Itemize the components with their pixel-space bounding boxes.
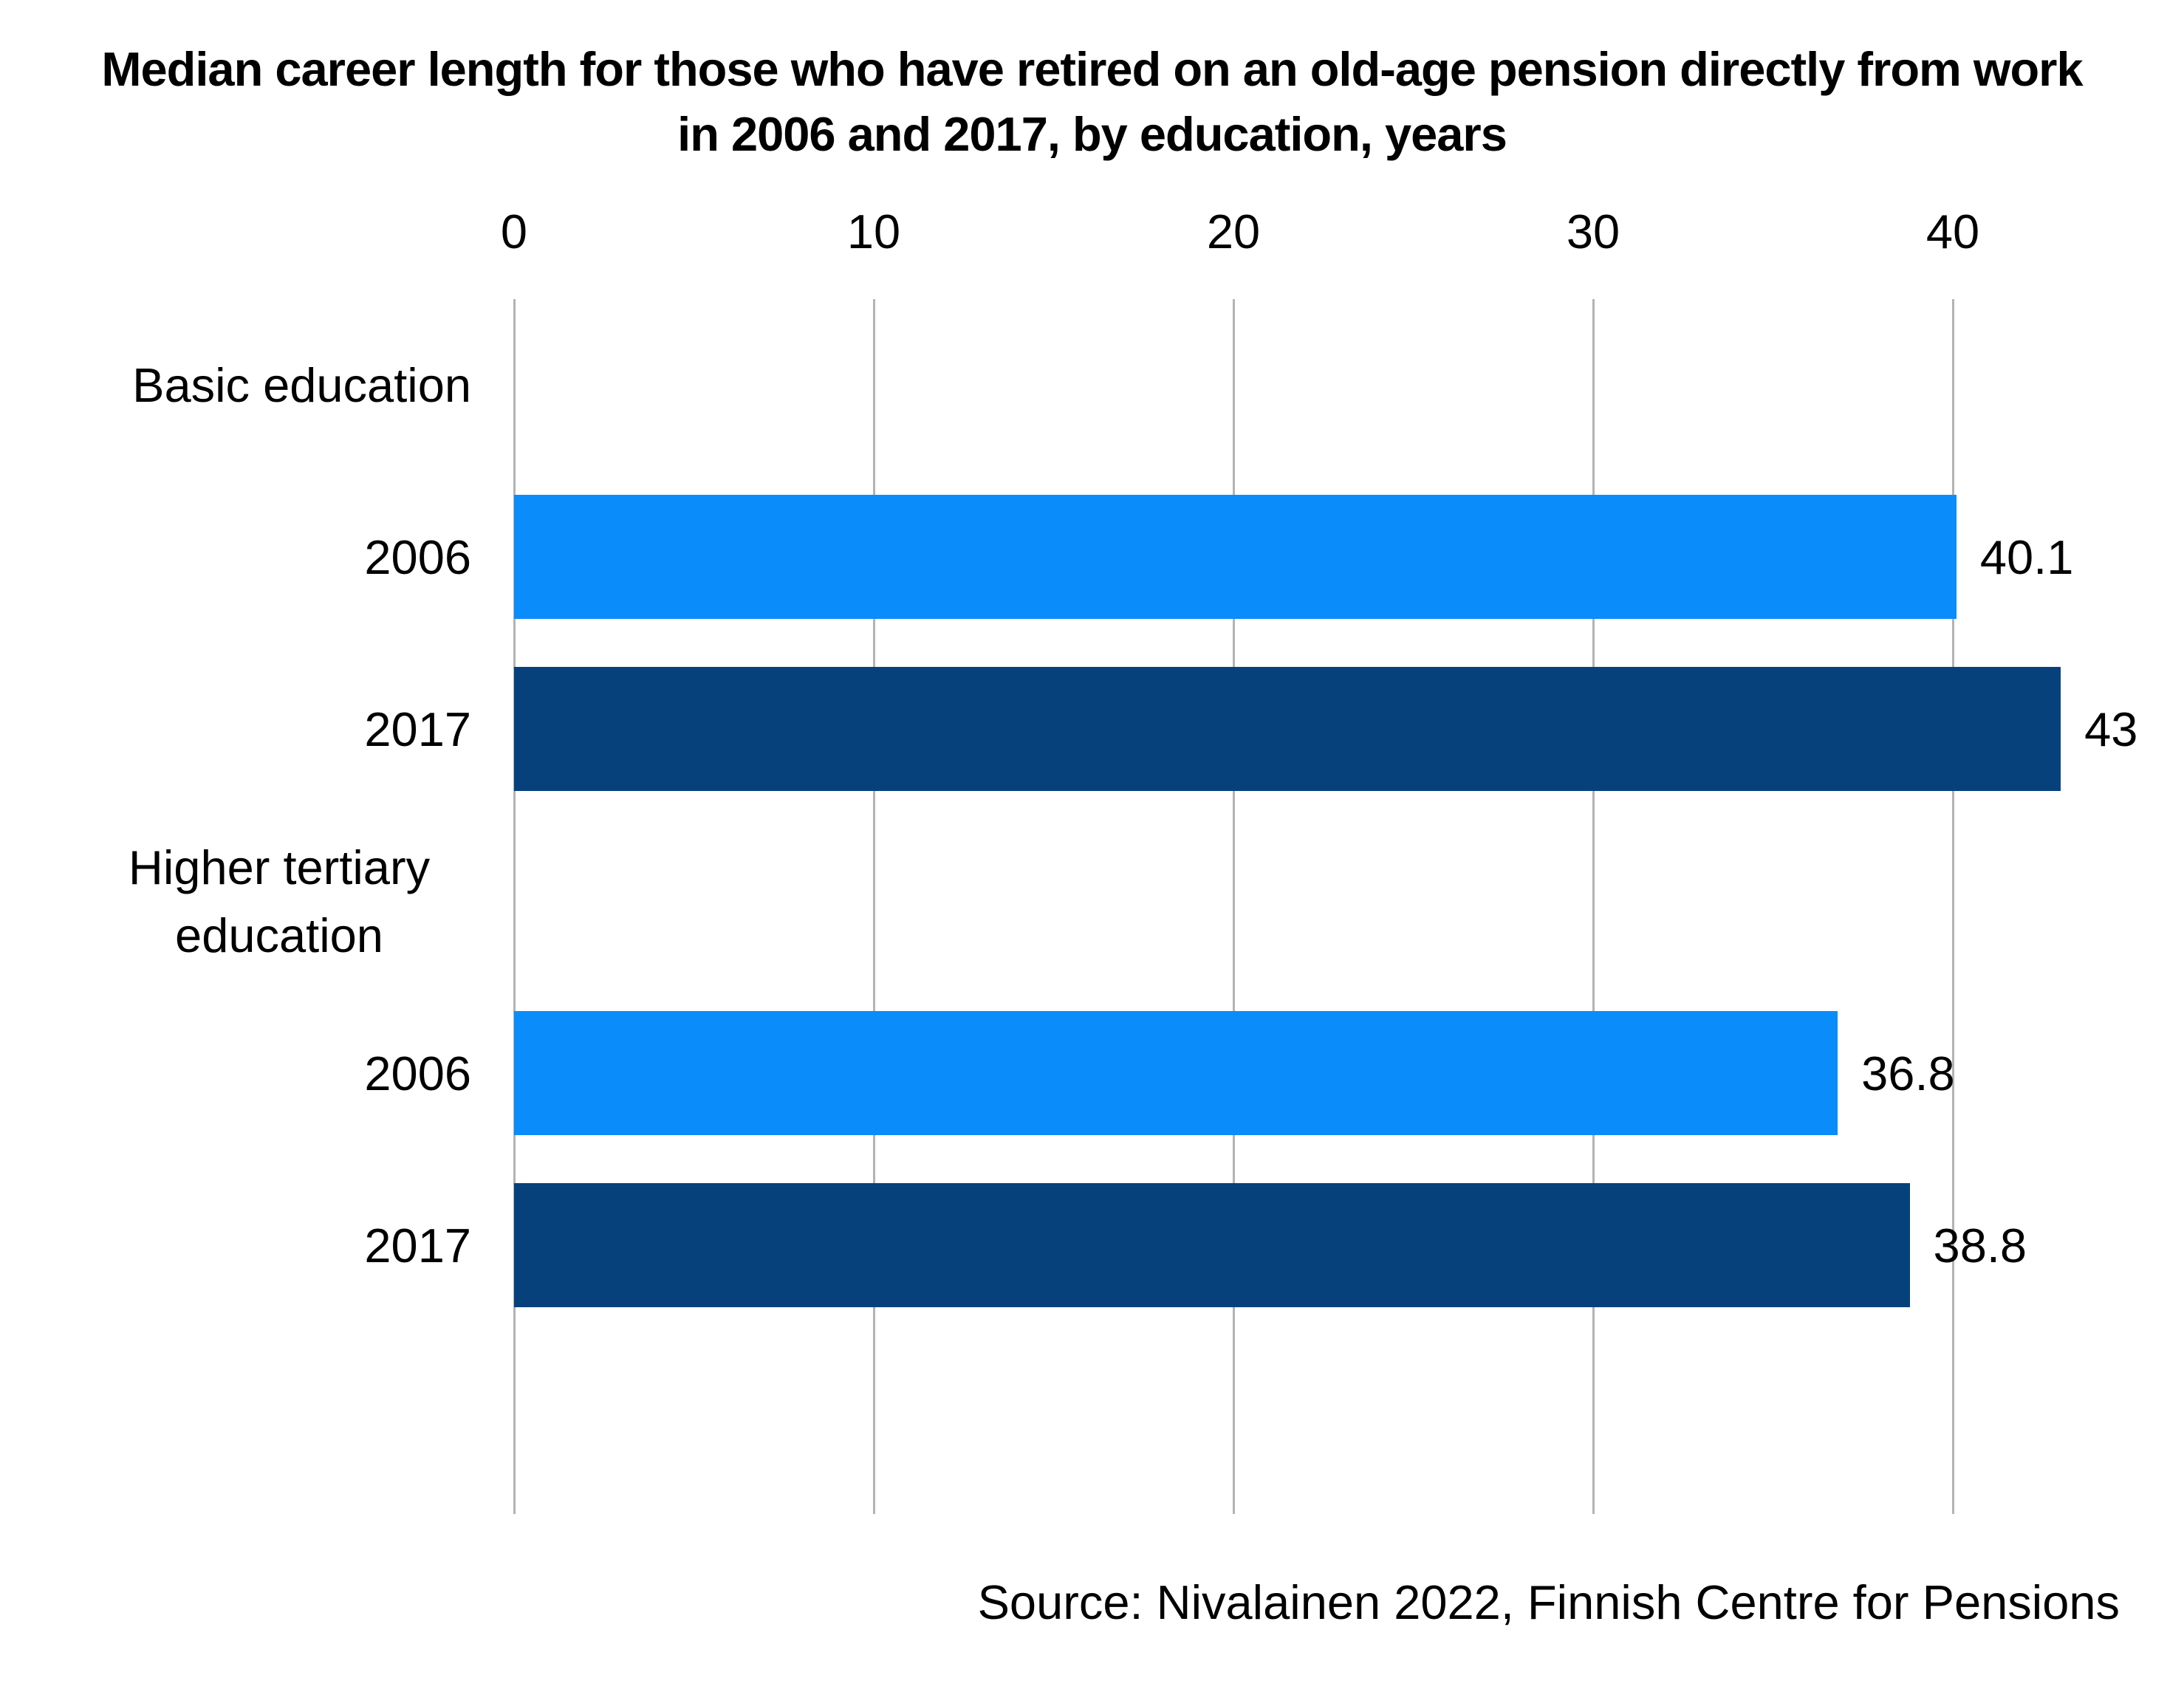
category-label: 2017 (0, 643, 471, 815)
category-label: 2006 (0, 987, 471, 1160)
category-label-text: 2017 (364, 1218, 471, 1273)
chart-title: Median career length for those who have … (0, 37, 2184, 167)
category-label-text: Higher tertiary education (128, 840, 431, 962)
chart-row: Basic education (0, 299, 2184, 471)
value-label: 40.1 (1979, 530, 2074, 584)
chart-row: 2017 43 (0, 643, 2184, 815)
x-tick-label-20: 20 (1206, 205, 1261, 258)
value-label: 38.8 (1933, 1219, 2027, 1273)
chart-row: 2006 40.1 (0, 471, 2184, 643)
category-label-text: Basic education (132, 357, 471, 412)
category-label: 2006 (0, 471, 471, 643)
category-label-text: 2006 (364, 530, 471, 584)
bar-2006 (514, 1011, 1838, 1135)
gridline-0 (513, 299, 516, 1514)
x-tick-label-10: 10 (846, 205, 901, 258)
category-label: Higher tertiary education (0, 815, 471, 987)
bar-2017 (514, 667, 2061, 791)
category-label: 2017 (0, 1160, 471, 1332)
x-tick-label-30: 30 (1566, 205, 1620, 258)
chart-row: 2006 36.8 (0, 987, 2184, 1160)
value-label: 36.8 (1861, 1047, 1955, 1100)
category-label-text: 2017 (364, 702, 471, 756)
bar-2017 (514, 1183, 1910, 1307)
value-label: 43 (2084, 702, 2138, 756)
gridline-30 (1592, 299, 1595, 1514)
gridline-40 (1951, 299, 1954, 1514)
x-tick-label-40: 40 (1925, 205, 1980, 258)
plot-area: Basic education 2006 40.1 2017 43 Higher… (0, 299, 2184, 1332)
gridline-20 (1232, 299, 1235, 1514)
bar-2006 (514, 495, 1957, 619)
chart-title-line2: in 2006 and 2017, by education, years (677, 107, 1507, 161)
gridline-10 (872, 299, 875, 1514)
chart-title-line1: Median career length for those who have … (101, 42, 2083, 96)
chart-row: Higher tertiary education (0, 815, 2184, 987)
x-tick-label-0: 0 (500, 205, 528, 258)
chart-row: 2017 38.8 (0, 1160, 2184, 1332)
source-caption: Source: Nivalainen 2022, Finnish Centre … (977, 1575, 2120, 1629)
category-label-text: 2006 (364, 1046, 471, 1100)
category-label: Basic education (0, 299, 471, 471)
